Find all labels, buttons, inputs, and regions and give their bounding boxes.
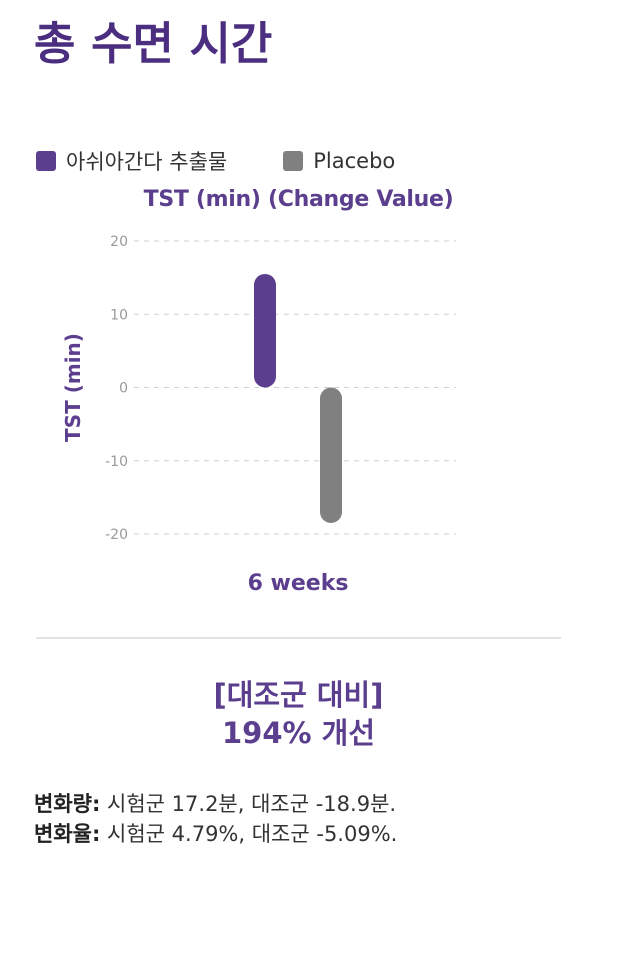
y-tick-label-3: -10: [105, 454, 128, 470]
legend-item-treatment: 아쉬아간다 추출물: [36, 146, 227, 176]
detail-change-amount: 변화량: 시험군 17.2분, 대조군 -18.9분.: [34, 788, 396, 818]
legend-swatch-treatment: [36, 151, 56, 171]
page-title: 총 수면 시간: [34, 17, 273, 70]
divider: [36, 637, 561, 639]
detail-change-rate: 변화율: 시험군 4.79%, 대조군 -5.09%.: [34, 818, 397, 848]
summary-line-1: [대조군 대비]: [213, 678, 384, 712]
summary-line-2: 194% 개선: [221, 716, 376, 750]
x-axis-label: 6 weeks: [248, 571, 349, 596]
y-tick-label-4: -20: [105, 527, 128, 543]
y-tick-label-0: 20: [110, 234, 128, 250]
chart-legend: 아쉬아간다 추출물 Placebo: [36, 146, 395, 176]
bar-chart: 20 10 0 -10 -20 TST (min) 6 weeks: [61, 234, 456, 596]
y-tick-label-2: 0: [119, 381, 128, 397]
legend-item-placebo: Placebo: [283, 149, 395, 173]
detail-change-amount-text: 시험군 17.2분, 대조군 -18.9분.: [100, 792, 397, 816]
summary-heading: [대조군 대비] 194% 개선: [0, 676, 597, 752]
detail-change-rate-label: 변화율:: [34, 822, 101, 846]
chart-title: TST (min) (Change Value): [143, 187, 454, 212]
y-tick-label-1: 10: [110, 307, 128, 323]
bar-placebo: [320, 387, 342, 524]
bar-treatment: [254, 273, 276, 388]
legend-swatch-placebo: [283, 151, 304, 171]
detail-change-amount-label: 변화량:: [34, 792, 101, 816]
detail-change-rate-text: 시험군 4.79%, 대조군 -5.09%.: [100, 822, 398, 846]
legend-label-treatment: 아쉬아간다 추출물: [66, 150, 228, 174]
y-axis-label: TST (min): [61, 333, 85, 442]
legend-label-placebo: Placebo: [313, 149, 396, 173]
